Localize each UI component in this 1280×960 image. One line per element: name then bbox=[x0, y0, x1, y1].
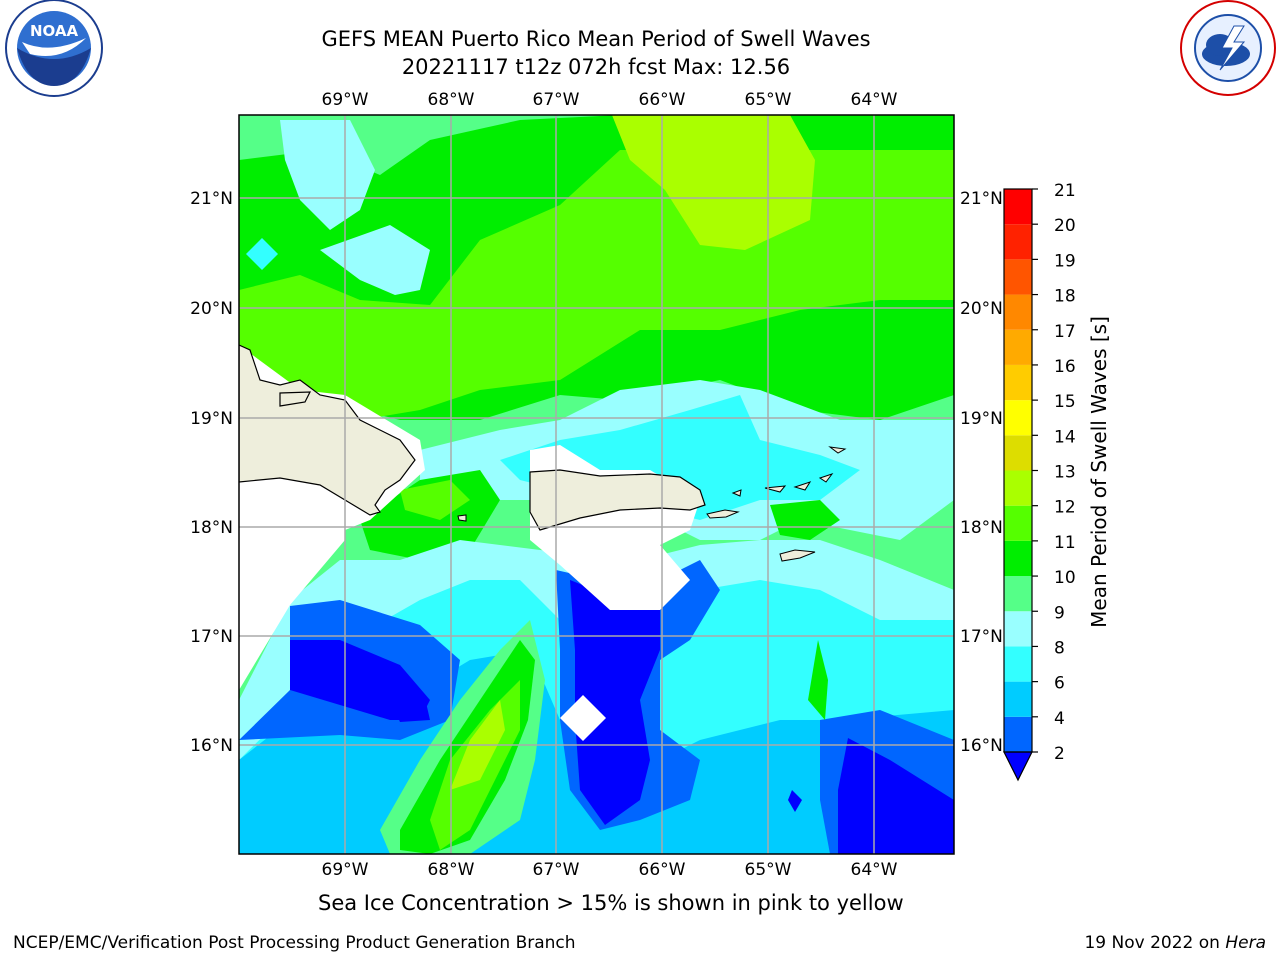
lat-label-right: 21°N bbox=[960, 189, 1003, 209]
colorbar: 2 4 6 8 9 10 11 12 13 14 15 16 17 18 19 20 21 bbox=[1003, 181, 1076, 782]
lon-label-top: 69°W bbox=[322, 90, 369, 110]
lat-label-right: 18°N bbox=[960, 518, 1003, 538]
colorbar-segment bbox=[1004, 224, 1032, 260]
lon-label-bottom: 67°W bbox=[533, 860, 580, 880]
colorbar-segment bbox=[1004, 716, 1032, 752]
colorbar-tick-label: 9 bbox=[1054, 603, 1065, 623]
colorbar-tick-label: 15 bbox=[1054, 392, 1076, 412]
lat-label-right: 20°N bbox=[960, 299, 1003, 319]
colorbar-segment bbox=[1004, 611, 1032, 647]
swell-period-field bbox=[239, 115, 954, 854]
colorbar-segment bbox=[1004, 189, 1032, 225]
colorbar-tick-label: 19 bbox=[1054, 251, 1076, 271]
colorbar-segment bbox=[1004, 364, 1032, 401]
lat-label-left: 21°N bbox=[190, 189, 233, 209]
colorbar-segment bbox=[1004, 435, 1032, 471]
colorbar-tick-label: 11 bbox=[1054, 533, 1076, 553]
sea-ice-note: Sea Ice Concentration > 15% is shown in … bbox=[318, 891, 904, 915]
lon-label-top: 65°W bbox=[745, 90, 792, 110]
colorbar-segment bbox=[1004, 681, 1032, 717]
colorbar-tick-label: 16 bbox=[1054, 357, 1076, 377]
lon-label-bottom: 65°W bbox=[745, 860, 792, 880]
lat-label-left: 17°N bbox=[190, 627, 233, 647]
lat-label-right: 16°N bbox=[960, 736, 1003, 756]
map-title: GEFS MEAN Puerto Rico Mean Period of Swe… bbox=[321, 27, 871, 51]
noaa-logo-text: NOAA bbox=[30, 22, 79, 40]
lon-label-top: 64°W bbox=[851, 90, 898, 110]
colorbar-label: Mean Period of Swell Waves [s] bbox=[1087, 316, 1111, 628]
colorbar-tick-label: 18 bbox=[1054, 287, 1076, 307]
colorbar-tick-label: 20 bbox=[1054, 216, 1076, 236]
colorbar-segment bbox=[1004, 329, 1032, 365]
map-frame bbox=[238, 114, 955, 855]
lat-labels-right: 21°N 20°N 19°N 18°N 17°N 16°N bbox=[960, 189, 1003, 756]
lon-label-bottom: 68°W bbox=[428, 860, 475, 880]
colorbar-segment bbox=[1004, 505, 1032, 541]
lon-label-top: 67°W bbox=[533, 90, 580, 110]
colorbar-segment bbox=[1004, 540, 1032, 577]
colorbar-segment bbox=[1004, 470, 1032, 506]
lat-label-left: 18°N bbox=[190, 518, 233, 538]
colorbar-extend-min bbox=[1003, 751, 1033, 782]
lat-label-right: 19°N bbox=[960, 409, 1003, 429]
colorbar-tick-label: 4 bbox=[1054, 709, 1065, 729]
colorbar-segment bbox=[1004, 576, 1032, 612]
colorbar-tick-label: 2 bbox=[1054, 744, 1065, 764]
lat-labels-left: 21°N 20°N 19°N 18°N 17°N 16°N bbox=[190, 189, 233, 756]
colorbar-segment bbox=[1004, 400, 1032, 436]
colorbar-tick-label: 10 bbox=[1054, 568, 1076, 588]
nws-logo bbox=[1180, 0, 1276, 96]
lon-label-bottom: 66°W bbox=[639, 860, 686, 880]
lat-label-right: 17°N bbox=[960, 627, 1003, 647]
colorbar-segment bbox=[1004, 259, 1032, 295]
colorbar-segment bbox=[1004, 294, 1032, 330]
lon-labels-top: 69°W 68°W 67°W 66°W 65°W 64°W bbox=[322, 90, 898, 110]
footer-date-text: 19 Nov 2022 on bbox=[1084, 933, 1220, 953]
lon-label-top: 66°W bbox=[639, 90, 686, 110]
colorbar-tick-label: 12 bbox=[1054, 498, 1076, 518]
lat-label-left: 19°N bbox=[190, 409, 233, 429]
map-subtitle: 20221117 t12z 072h fcst Max: 12.56 bbox=[401, 55, 791, 79]
lon-label-bottom: 69°W bbox=[322, 860, 369, 880]
colorbar-tick-label: 21 bbox=[1054, 181, 1076, 201]
footer-credit: NCEP/EMC/Verification Post Processing Pr… bbox=[13, 933, 576, 953]
colorbar-tick-label: 13 bbox=[1054, 463, 1076, 483]
lon-label-bottom: 64°W bbox=[851, 860, 898, 880]
colorbar-tick-label: 14 bbox=[1054, 427, 1076, 447]
graticule bbox=[239, 115, 954, 854]
lon-label-top: 68°W bbox=[428, 90, 475, 110]
lat-label-left: 16°N bbox=[190, 736, 233, 756]
colorbar-tick-label: 17 bbox=[1054, 322, 1076, 342]
footer-machine: Hera bbox=[1225, 933, 1266, 953]
lon-labels-bottom: 69°W 68°W 67°W 66°W 65°W 64°W bbox=[322, 860, 898, 880]
footer-date: 19 Nov 2022 on Hera bbox=[1084, 933, 1266, 953]
lat-label-left: 20°N bbox=[190, 299, 233, 319]
colorbar-tick-label: 6 bbox=[1054, 674, 1065, 694]
noaa-logo: NOAA bbox=[5, 0, 103, 97]
colorbar-segment bbox=[1004, 646, 1032, 682]
colorbar-tick-label: 8 bbox=[1054, 638, 1065, 658]
